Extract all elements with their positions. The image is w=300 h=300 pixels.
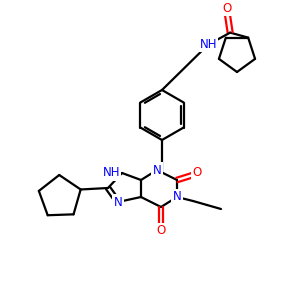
- Text: NH: NH: [103, 167, 120, 179]
- Text: O: O: [223, 2, 232, 15]
- Text: O: O: [156, 224, 166, 238]
- Text: NH: NH: [200, 38, 217, 51]
- Text: N: N: [153, 164, 161, 176]
- Text: N: N: [114, 196, 122, 208]
- Text: O: O: [192, 167, 202, 179]
- Text: N: N: [172, 190, 182, 203]
